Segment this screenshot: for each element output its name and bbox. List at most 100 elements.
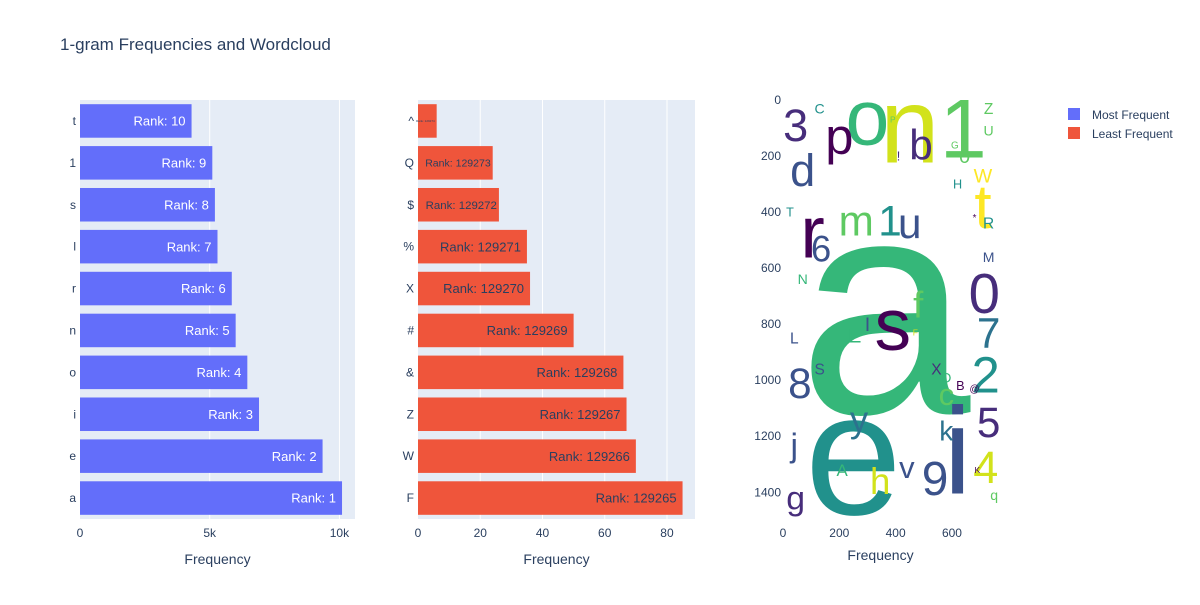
y-tick-label: Q (405, 156, 414, 170)
bar[interactable] (418, 397, 627, 432)
x-tick-label: 400 (886, 526, 906, 540)
bar[interactable] (80, 271, 232, 306)
wordcloud-word: s (875, 284, 912, 366)
wordcloud-word: b (909, 122, 933, 169)
y-tick-label: 0 (774, 93, 781, 107)
bar-value-label: Rank: 129267 (540, 407, 621, 422)
x-tick-label: 10k (330, 526, 350, 540)
wordcloud-word: 8 (788, 360, 812, 407)
bar-value-label: Rank: 129270 (443, 281, 524, 296)
bar[interactable] (418, 439, 636, 473)
wordcloud-word: a (798, 133, 972, 479)
x-axis-title: Frequency (847, 547, 913, 563)
bar[interactable] (80, 481, 343, 515)
wordcloud-word: @ (969, 384, 979, 395)
wordcloud-word: P (890, 115, 896, 125)
x-tick-label: 0 (77, 526, 84, 540)
wordcloud-word: 6 (811, 228, 831, 269)
y-tick-label: ^ (408, 114, 414, 128)
bar[interactable] (80, 146, 213, 180)
wordcloud-word: C (815, 100, 825, 116)
x-tick-label: 60 (598, 526, 612, 540)
wordcloud-word: u (898, 200, 922, 247)
bar[interactable] (418, 481, 683, 515)
wordcloud-word: F (913, 328, 918, 338)
wordcloud-word: K (974, 465, 980, 475)
bar-value-label: Rank: 129269 (487, 323, 568, 338)
wordcloud-word: q (990, 487, 998, 503)
bar-value-label: Rank: 7 (167, 239, 212, 254)
bar[interactable] (80, 187, 215, 222)
bar-value-label: Rank: 2 (272, 449, 317, 464)
y-tick-label: & (406, 365, 414, 379)
legend-swatch-most (1068, 108, 1080, 120)
bar[interactable] (80, 229, 218, 264)
wordcloud-word: k (939, 415, 954, 446)
bar[interactable] (418, 271, 531, 306)
wordcloud-word: m (839, 197, 874, 244)
wordcloud-word: A (837, 461, 849, 480)
bar[interactable] (80, 104, 192, 138)
wordcloud-word: v (899, 450, 915, 485)
bar-value-label: Rank: 6 (181, 281, 226, 296)
x-tick-label: 20 (474, 526, 488, 540)
wordcloud-word: R (983, 216, 994, 233)
bar[interactable] (418, 355, 624, 390)
wordcloud-word: X (931, 361, 941, 378)
bar[interactable] (418, 104, 437, 138)
x-tick-label: 5k (203, 526, 217, 540)
most-frequent-panel: 0 5k 10k a Rank: 1 e Rank: 2 i Rank: 3 o Rank: 4 n R… (69, 100, 355, 567)
x-tick-label: 0 (780, 526, 787, 540)
bar-value-label: Rank: 8 (164, 197, 209, 212)
wordcloud-word: c (939, 377, 954, 412)
wordcloud-word: e (805, 356, 902, 551)
wordcloud-word: 0 (969, 262, 1000, 325)
bar[interactable] (418, 187, 499, 222)
bar[interactable] (80, 397, 260, 432)
wordcloud-word: g (786, 480, 805, 518)
bar[interactable] (80, 439, 323, 473)
y-tick-label: 1200 (754, 429, 781, 443)
legend-swatch-least (1068, 127, 1080, 139)
wordcloud-word: T (786, 206, 794, 220)
y-tick-label: W (403, 449, 415, 463)
bar-value-label: Rank: 4 (197, 365, 242, 380)
y-tick-label: 1 (69, 156, 76, 170)
bar-value-label: Rank: 3 (208, 407, 253, 422)
y-tick-label: X (406, 282, 414, 296)
wordcloud-word: 7 (977, 309, 1001, 356)
bar[interactable] (418, 229, 527, 264)
bar[interactable] (418, 146, 493, 180)
bar[interactable] (80, 313, 236, 348)
bar-value-label: Rank: 129271 (440, 239, 521, 254)
y-tick-label: F (407, 491, 414, 505)
y-tick-label: 400 (761, 205, 781, 219)
y-tick-label: n (69, 323, 76, 337)
y-tick-label: e (69, 449, 76, 463)
legend-label-most: Most Frequent (1092, 108, 1170, 122)
wordcloud-word: 4 (973, 442, 998, 493)
legend-item-least[interactable]: Least Frequent (1068, 127, 1173, 141)
wordcloud-word: D (941, 369, 951, 385)
wordcloud-word: U (983, 123, 993, 139)
wordcloud-word: d (790, 145, 815, 196)
bar-value-label: Rank: 1 (291, 491, 336, 506)
bar[interactable] (418, 313, 574, 348)
bar-value-label: Rank: 129265 (596, 491, 677, 506)
wordcloud-word: W (974, 166, 993, 188)
y-tick-label: % (403, 240, 414, 254)
wordcloud-word: B (956, 379, 964, 393)
wordcloud-background (783, 100, 1008, 520)
x-axis-title: Frequency (523, 551, 589, 567)
x-tick-label: 200 (829, 526, 849, 540)
bar-value-label: Rank: 129273 (425, 158, 491, 170)
legend[interactable]: Most Frequent Least Frequent (1068, 108, 1173, 141)
bar[interactable] (80, 355, 248, 390)
y-tick-label: r (72, 282, 76, 296)
wordcloud-word: i (944, 383, 972, 521)
legend-item-most[interactable]: Most Frequent (1068, 108, 1170, 122)
